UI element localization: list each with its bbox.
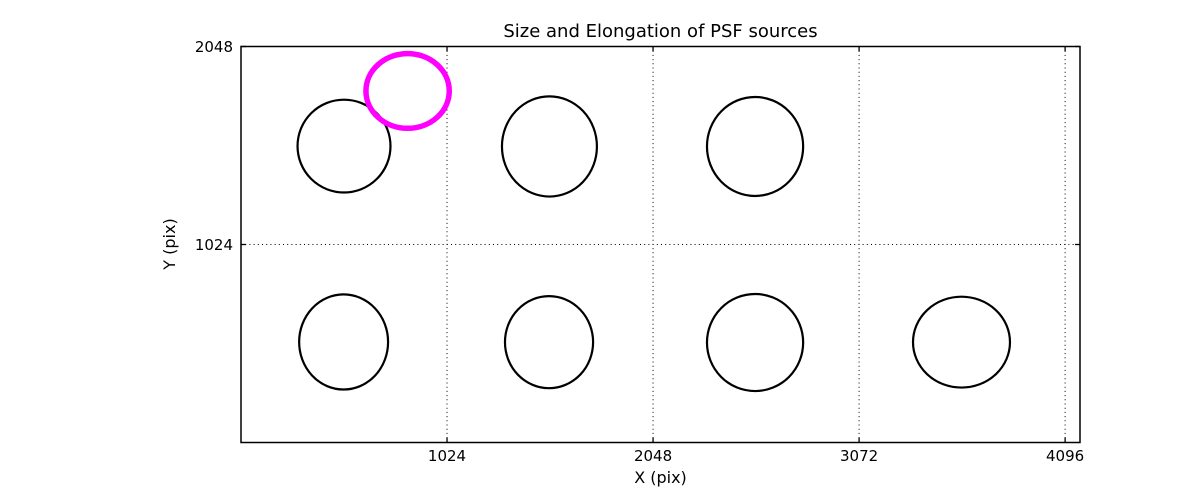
psf-source-ellipse (503, 295, 595, 390)
y-tick-label: 2048 (195, 38, 233, 56)
psf-source-ellipse (705, 95, 805, 198)
x-tick-label: 3072 (840, 447, 878, 465)
psf-source-ellipse (705, 292, 805, 393)
y-tick-label: 1024 (195, 236, 233, 254)
x-axis-label: X (pix) (634, 468, 687, 487)
x-tick-label: 1024 (428, 447, 466, 465)
x-tick-label: 4096 (1046, 447, 1084, 465)
psf-source-ellipse (500, 95, 599, 198)
y-axis-label: Y (pix) (160, 218, 179, 270)
x-tick-label: 2048 (634, 447, 672, 465)
psf-source-ellipse (296, 98, 392, 194)
psf-source-ellipse (911, 295, 1012, 389)
chart-title: Size and Elongation of PSF sources (503, 21, 818, 42)
psf-source-ellipse (298, 293, 390, 391)
highlighted-source-ellipse (363, 50, 452, 132)
